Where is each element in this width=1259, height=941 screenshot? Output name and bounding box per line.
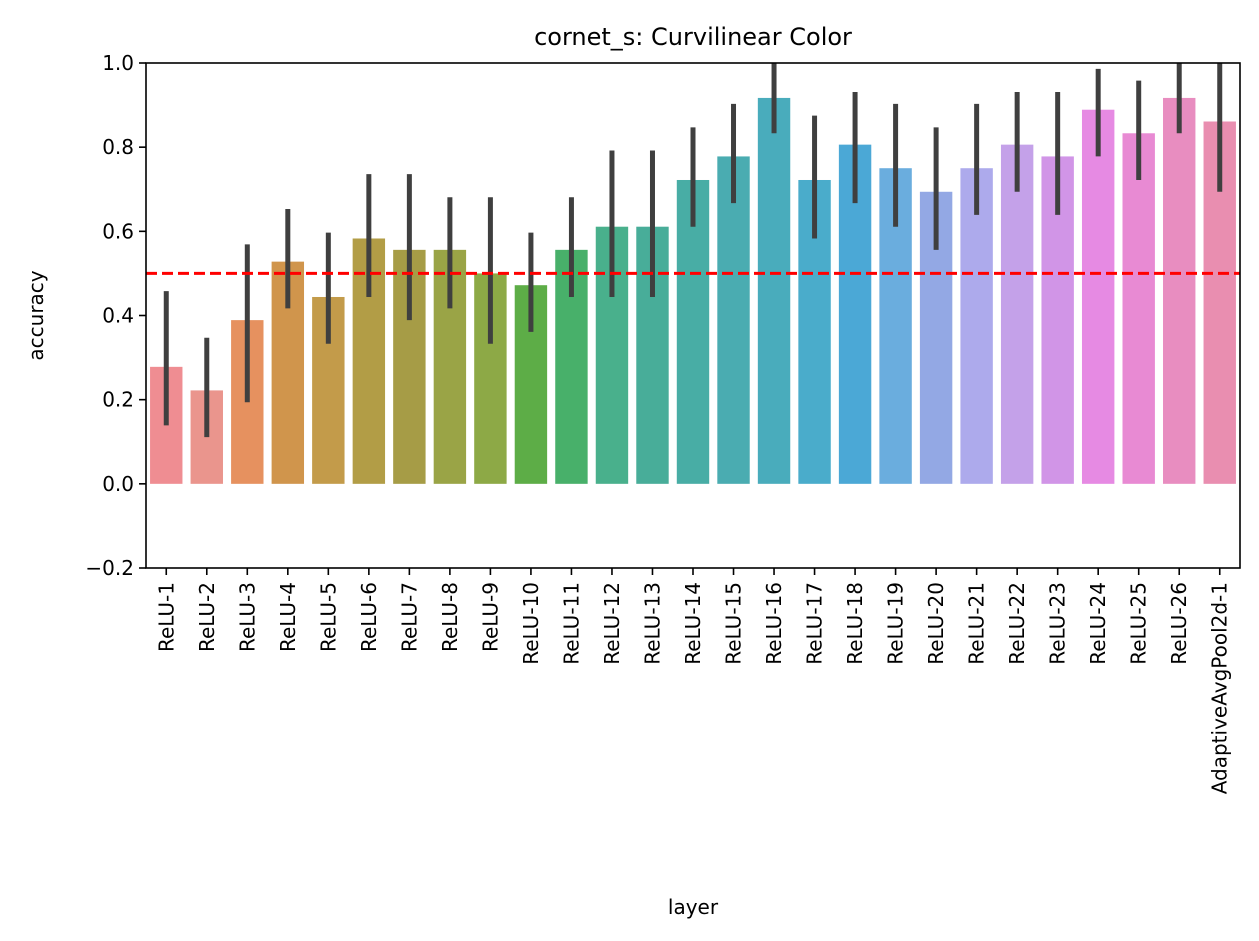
bar [757, 97, 791, 484]
bar [1122, 133, 1155, 484]
x-tick-label: ReLU-4 [276, 582, 300, 652]
y-tick-label: 0.8 [102, 135, 134, 159]
x-tick-label: ReLU-20 [924, 582, 948, 665]
bar [1000, 144, 1034, 484]
y-tick-label: −0.2 [85, 556, 134, 580]
x-tick-label: ReLU-12 [600, 582, 624, 665]
error-bars [163, 63, 1223, 438]
x-axis: ReLU-1 ReLU-2 ReLU-3 ReLU-4 ReLU-5 ReLU-6 ReLU… [154, 568, 1232, 794]
x-tick-label: ReLU-22 [1005, 582, 1029, 665]
y-tick-label: 0.4 [102, 304, 134, 328]
x-tick-label: ReLU-11 [559, 582, 583, 665]
x-axis-label: layer [668, 895, 719, 919]
x-tick-label: ReLU-2 [195, 582, 219, 652]
x-tick-label: ReLU-18 [843, 582, 867, 665]
plot-frame [145, 62, 1241, 569]
x-tick-label: ReLU-19 [884, 582, 908, 665]
x-tick-label: ReLU-6 [357, 582, 381, 652]
x-tick-label: ReLU-14 [681, 582, 705, 665]
y-tick-label: 0.2 [102, 388, 134, 412]
x-tick-label: ReLU-25 [1127, 582, 1151, 665]
bars [150, 97, 1236, 484]
x-tick-label: ReLU-8 [438, 582, 462, 652]
x-tick-label: ReLU-17 [803, 582, 827, 665]
x-tick-label: AdaptiveAvgPool2d-1 [1208, 582, 1232, 794]
y-axis: −0.2 0.0 0.2 0.4 0.6 0.8 1.0 [85, 51, 146, 580]
bar [1081, 109, 1115, 484]
y-tick-label: 1.0 [102, 51, 134, 75]
x-tick-label: ReLU-16 [762, 582, 786, 665]
y-tick-label: 0.0 [102, 472, 134, 496]
x-tick-label: ReLU-26 [1167, 582, 1191, 665]
x-tick-label: ReLU-5 [316, 582, 340, 652]
x-tick-label: ReLU-3 [235, 582, 259, 652]
chart-title: cornet_s: Curvilinear Color [534, 23, 852, 51]
bar [676, 179, 710, 484]
bar [960, 168, 993, 484]
bar [717, 156, 750, 484]
x-tick-label: ReLU-21 [965, 582, 989, 665]
y-axis-label: accuracy [24, 270, 48, 360]
x-tick-label: ReLU-7 [397, 582, 421, 652]
x-tick-label: ReLU-9 [478, 582, 502, 652]
x-tick-label: ReLU-13 [640, 582, 664, 665]
x-tick-label: ReLU-1 [154, 582, 178, 652]
bar [1163, 97, 1196, 484]
x-tick-label: ReLU-10 [519, 582, 543, 665]
y-tick-label: 0.6 [102, 219, 134, 243]
x-tick-label: ReLU-15 [722, 582, 746, 665]
x-tick-label: ReLU-24 [1086, 582, 1110, 665]
x-tick-label: ReLU-23 [1046, 582, 1070, 665]
